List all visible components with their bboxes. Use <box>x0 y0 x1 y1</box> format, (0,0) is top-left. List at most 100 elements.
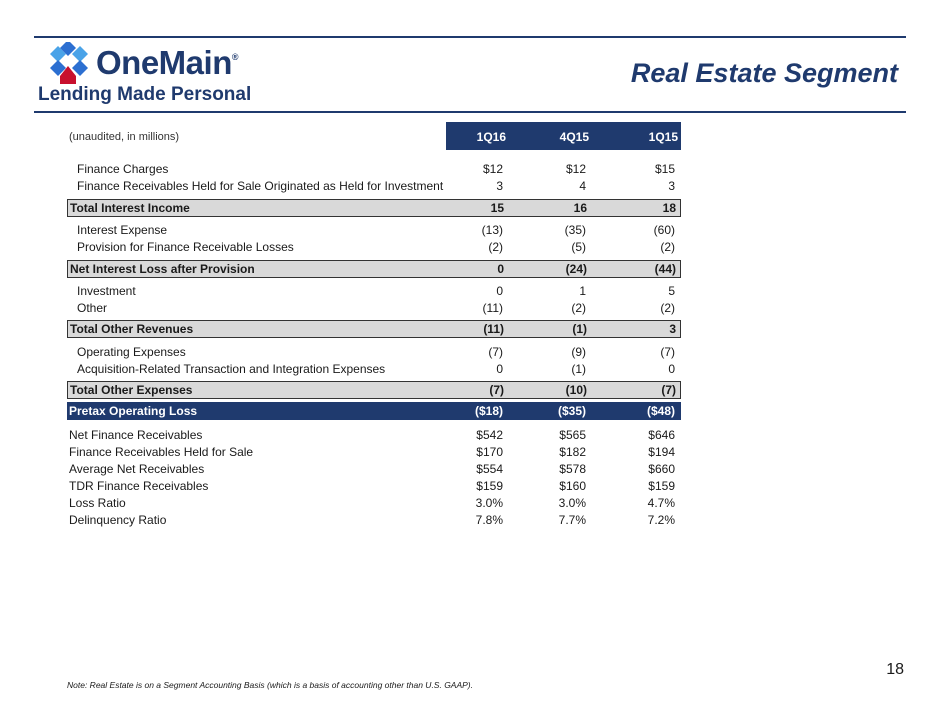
cell-4q15: $578 <box>559 462 586 476</box>
footnote: Note: Real Estate is on a Segment Accoun… <box>67 680 474 690</box>
cell-1q16: (11) <box>482 301 503 315</box>
total-other-revenues-row: Total Other Revenues (11) (1) 3 <box>67 320 681 338</box>
table-row: Finance Receivables Held for Sale $170 $… <box>67 444 681 461</box>
cell-4q15: (2) <box>571 301 586 315</box>
cell-1q15: $646 <box>648 428 675 442</box>
cell-4q15: $12 <box>565 162 586 176</box>
cell-1q16: (13) <box>481 223 503 237</box>
row-label: Total Interest Income <box>70 201 190 215</box>
cell-1q16: $12 <box>482 162 503 176</box>
cell-1q15: $194 <box>648 445 675 459</box>
cell-1q15: (2) <box>660 301 675 315</box>
cell-4q15: (1) <box>572 322 587 336</box>
cell-1q15: (44) <box>654 262 676 276</box>
table-row: TDR Finance Receivables $159 $160 $159 <box>67 478 681 495</box>
column-header-band <box>446 122 681 150</box>
header-top-rule <box>34 36 906 38</box>
cell-4q15: (5) <box>571 240 586 254</box>
table-header-row: (unaudited, in millions) 1Q16 4Q15 1Q15 <box>67 122 681 150</box>
column-header-4q15: 4Q15 <box>559 130 589 144</box>
total-interest-income-row: Total Interest Income 15 16 18 <box>67 199 681 217</box>
cell-1q15: 3 <box>668 179 675 193</box>
cell-1q15: 18 <box>662 201 676 215</box>
cell-4q15: 1 <box>579 284 586 298</box>
cell-1q15: 4.7% <box>647 496 675 510</box>
column-header-1q15: 1Q15 <box>648 130 678 144</box>
unit-label: (unaudited, in millions) <box>69 131 180 143</box>
row-label: Investment <box>77 284 136 298</box>
cell-4q15: (9) <box>571 345 586 359</box>
cell-4q15: $182 <box>559 445 586 459</box>
logo-tagline: Lending Made Personal <box>38 84 252 105</box>
row-label: Net Interest Loss after Provision <box>70 262 255 276</box>
cell-1q15: 5 <box>668 284 675 298</box>
table-row: Interest Expense (13) (35) (60) <box>67 222 681 239</box>
table-row: Investment 0 1 5 <box>67 283 681 300</box>
cell-1q15: 3 <box>669 322 676 336</box>
table-row: Loss Ratio 3.0% 3.0% 4.7% <box>67 495 681 512</box>
cell-4q15: 16 <box>573 201 587 215</box>
table-row: Finance Receivables Held for Sale Origin… <box>67 178 681 195</box>
cell-1q15: (7) <box>660 345 675 359</box>
row-label: Total Other Revenues <box>70 322 194 336</box>
table-row: Acquisition-Related Transaction and Inte… <box>67 361 681 378</box>
row-label: Interest Expense <box>77 223 168 237</box>
cell-1q16: 15 <box>490 201 504 215</box>
pretax-operating-loss-row: Pretax Operating Loss ($18) ($35) ($48) <box>67 402 681 420</box>
cell-4q15: (35) <box>564 223 586 237</box>
net-interest-loss-row: Net Interest Loss after Provision 0 (24)… <box>67 260 681 278</box>
cell-1q15: 0 <box>668 362 675 376</box>
row-label: TDR Finance Receivables <box>69 479 209 493</box>
cell-1q15: (2) <box>660 240 675 254</box>
row-label: Operating Expenses <box>77 345 186 359</box>
cell-1q15: $660 <box>648 462 675 476</box>
onemain-logo: OneMain® Lending Made Personal <box>38 42 276 108</box>
table-row: Other (11) (2) (2) <box>67 300 681 317</box>
row-label: Average Net Receivables <box>69 462 205 476</box>
row-label: Finance Charges <box>77 162 169 176</box>
total-other-expenses-row: Total Other Expenses (7) (10) (7) <box>67 381 681 399</box>
cell-1q16: (7) <box>489 383 504 397</box>
table-row: Provision for Finance Receivable Losses … <box>67 239 681 256</box>
logo-wordmark: OneMain® <box>96 44 239 81</box>
cell-4q15: $565 <box>559 428 586 442</box>
cell-4q15: (10) <box>565 383 587 397</box>
cell-1q16: 3 <box>496 179 503 193</box>
cell-1q15: ($48) <box>646 404 675 418</box>
column-header-1q16: 1Q16 <box>476 130 506 144</box>
table-row: Average Net Receivables $554 $578 $660 <box>67 461 681 478</box>
table-row: Net Finance Receivables $542 $565 $646 <box>67 427 681 444</box>
cell-1q16: (7) <box>488 345 503 359</box>
cell-1q16: ($18) <box>474 404 503 418</box>
cell-1q16: $542 <box>476 428 503 442</box>
cell-1q16: $554 <box>476 462 503 476</box>
page-title: Real Estate Segment <box>630 58 898 88</box>
cell-1q15: $159 <box>648 479 675 493</box>
cell-1q15: (7) <box>661 383 676 397</box>
row-label: Pretax Operating Loss <box>69 404 198 418</box>
logo-mark-icon <box>50 42 88 84</box>
header-bottom-rule <box>34 111 906 113</box>
real-estate-segment-table: (unaudited, in millions) 1Q16 4Q15 1Q15 … <box>67 122 681 527</box>
cell-1q16: 0 <box>497 262 504 276</box>
page-number: 18 <box>886 661 904 678</box>
row-label: Provision for Finance Receivable Losses <box>77 240 294 254</box>
row-label: Other <box>77 301 108 315</box>
row-label: Net Finance Receivables <box>69 428 203 442</box>
table-row: Finance Charges $12 $12 $15 <box>67 161 681 178</box>
cell-1q16: 3.0% <box>475 496 503 510</box>
cell-1q16: $170 <box>476 445 503 459</box>
table-row: Delinquency Ratio 7.8% 7.7% 7.2% <box>67 512 681 529</box>
cell-4q15: ($35) <box>557 404 586 418</box>
cell-1q16: (2) <box>488 240 503 254</box>
cell-4q15: 7.7% <box>558 513 586 527</box>
cell-4q15: $160 <box>559 479 586 493</box>
cell-4q15: 3.0% <box>558 496 586 510</box>
row-label: Finance Receivables Held for Sale <box>69 445 254 459</box>
cell-1q16: 0 <box>496 362 503 376</box>
row-label: Delinquency Ratio <box>69 513 167 527</box>
cell-1q16: 7.8% <box>475 513 503 527</box>
cell-1q16: 0 <box>496 284 503 298</box>
cell-1q15: (60) <box>653 223 675 237</box>
cell-1q16: $159 <box>476 479 503 493</box>
